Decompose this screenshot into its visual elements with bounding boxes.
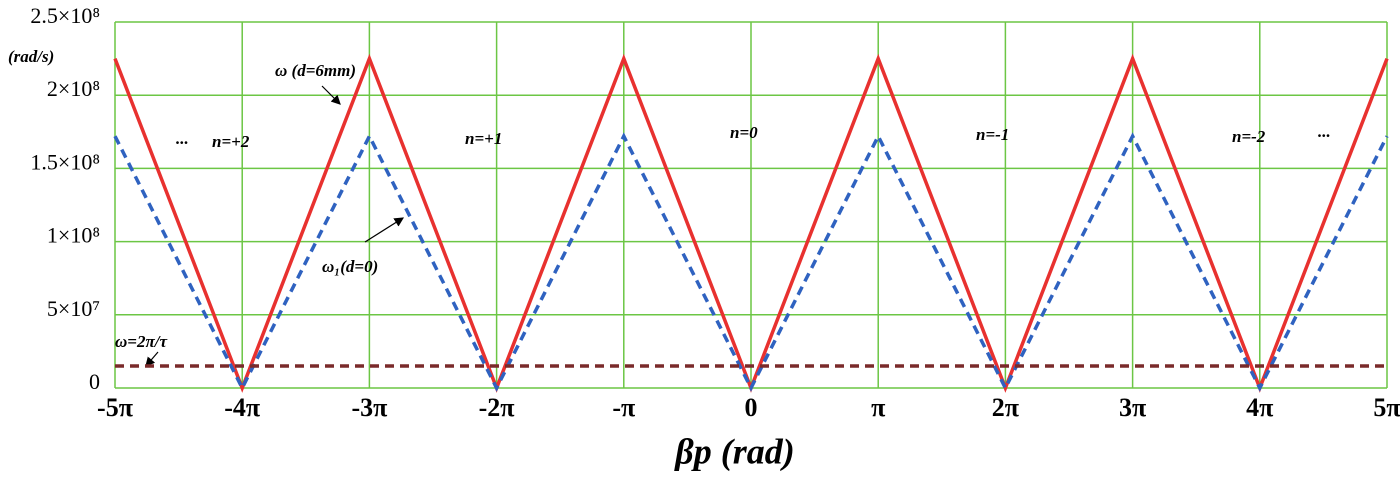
annotation: n=+2 [212, 132, 250, 151]
x-tick-label: -2π [479, 393, 515, 422]
x-tick-label: -3π [351, 393, 387, 422]
x-tick-label: 4π [1246, 393, 1273, 422]
x-tick-label: -4π [224, 393, 260, 422]
x-tick-label: -π [612, 393, 635, 422]
layout-arrows [145, 85, 405, 367]
x-axis-label: βp (rad) [673, 431, 794, 471]
annotation: ... [1318, 122, 1331, 141]
series-line [113, 132, 1389, 392]
annotation: n=+1 [465, 129, 502, 148]
series-label: ω₁(d=0) [322, 257, 378, 276]
x-tick-label: -5π [97, 393, 133, 422]
annotation: n=-1 [976, 125, 1009, 144]
y-tick-label: 0 [89, 369, 100, 394]
y-tick-label: 2×10⁸ [47, 76, 100, 101]
x-tick-label: 3π [1119, 393, 1146, 422]
x-tick-label: 5π [1373, 393, 1400, 422]
y-axis-label: (rad/s) [8, 47, 54, 66]
annotation: n=-2 [1232, 127, 1266, 146]
x-tick-label: π [871, 393, 885, 422]
series-label: ω (d=6mm) [275, 61, 356, 80]
y-tick-label: 1×10⁸ [47, 223, 100, 248]
x-tick-label: 0 [745, 393, 758, 422]
x-tick-label: 2π [992, 393, 1019, 422]
annotation: ... [176, 129, 189, 148]
y-tick-label: 5×10⁷ [47, 296, 100, 321]
y-tick-label: 1.5×10⁸ [30, 149, 100, 174]
annotation: n=0 [730, 123, 758, 142]
series-label: ω=2π/τ [115, 332, 167, 351]
y-tick-label: 2.5×10⁸ [30, 3, 100, 28]
